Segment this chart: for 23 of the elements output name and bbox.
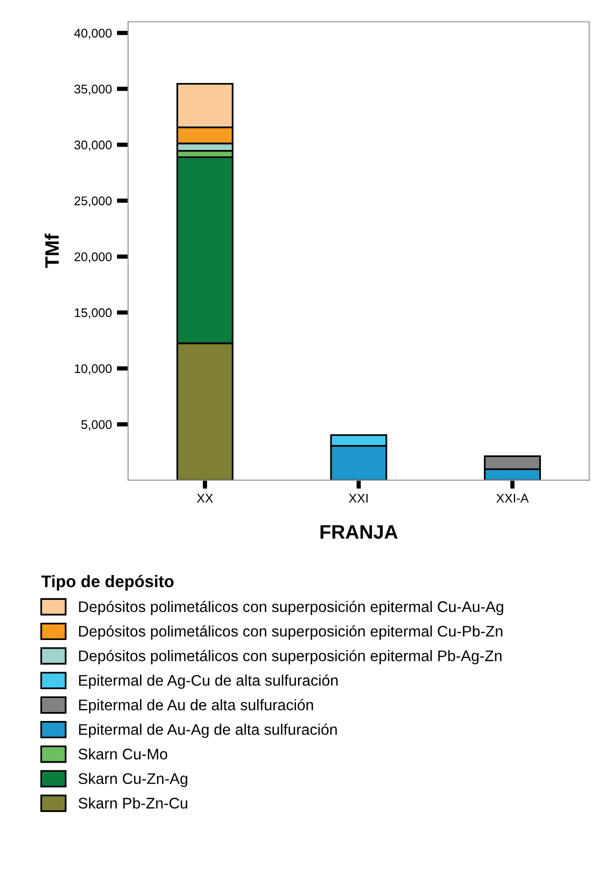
y-tick-label: 10,000 xyxy=(74,364,112,375)
legend-label: Depósitos polimetálicos con superposición epitermal Cu-Pb-Zn xyxy=(79,625,502,640)
legend-title: Tipo de depósito xyxy=(41,574,174,591)
x-axis-title: FRANJA xyxy=(320,525,398,539)
y-tick-label: 40,000 xyxy=(74,28,112,40)
y-axis-title: TMf xyxy=(44,234,59,268)
legend-label: Epitermal de Ag-Cu de alta sulfuración xyxy=(79,674,338,689)
y-tick-label: 5,000 xyxy=(81,420,112,430)
legend-label: Depósitos polimetálicos con superposición epitermal Cu-Au-Ag xyxy=(79,600,504,616)
x-tick-label: XXI-A xyxy=(496,494,529,502)
x-tick-label: XX xyxy=(196,494,214,502)
legend-label: Epitermal de Au de alta sulfuración xyxy=(79,698,313,714)
legend-label: Depósitos polimetálicos con superposición epitermal Pb-Ag-Zn xyxy=(79,650,502,664)
y-tick-label: 20,000 xyxy=(74,252,112,263)
x-tick-label: XXI xyxy=(348,494,368,502)
y-tick-label: 30,000 xyxy=(74,140,112,151)
y-tick-label: 15,000 xyxy=(74,308,112,319)
legend-label: Skarn Cu-Zn-Ag xyxy=(78,772,188,788)
legend-label: Skarn Pb-Zn-Cu xyxy=(78,797,188,809)
y-tick-label: 25,000 xyxy=(74,196,112,207)
y-tick-label: 35,000 xyxy=(74,84,112,95)
legend-label: Epitermal de Au-Ag de alta sulfuración xyxy=(79,724,337,738)
legend-label: Skarn Cu-Mo xyxy=(78,748,168,760)
